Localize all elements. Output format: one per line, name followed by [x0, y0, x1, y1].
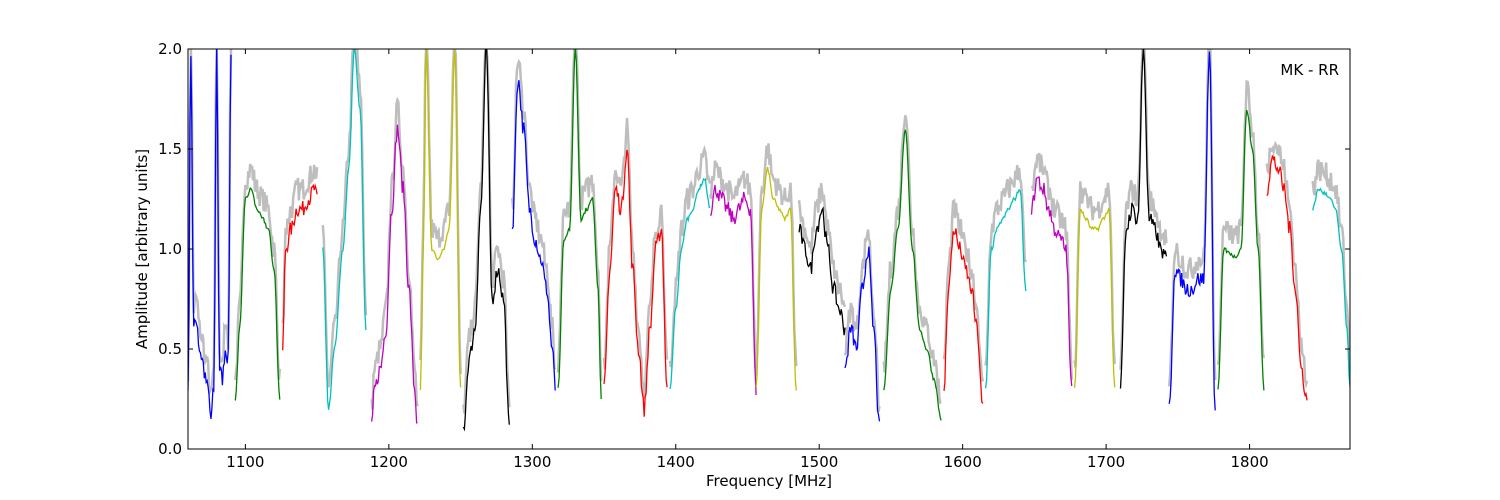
background-trace	[708, 160, 758, 371]
x-axis-label: Frequency [MHz]	[706, 472, 832, 490]
x-tick-label: 1400	[657, 453, 695, 471]
x-tick-label: 1700	[1087, 453, 1125, 471]
background-trace	[942, 198, 985, 382]
background-trace	[754, 143, 798, 376]
series-line	[1217, 109, 1265, 391]
x-axis: 1100 1200 1300 1400 1500 1600 1700 1800	[226, 49, 1269, 471]
series-line	[370, 124, 418, 424]
background-trace	[797, 183, 847, 308]
background-trace	[1073, 181, 1116, 368]
series-line	[883, 129, 942, 421]
x-tick-label: 1100	[226, 453, 264, 471]
background-trace	[984, 165, 1027, 366]
x-tick-label: 1500	[800, 453, 838, 471]
series-layer	[188, 49, 1350, 432]
series-line	[798, 206, 846, 336]
series-line	[1030, 176, 1073, 386]
series-line	[844, 246, 881, 422]
y-axis: 0.0 0.5 1.0 1.5 2.0	[158, 40, 1350, 458]
series-line	[984, 188, 1027, 389]
series-line	[282, 183, 318, 351]
series-line	[462, 49, 510, 432]
y-tick-label: 1.0	[158, 240, 182, 258]
series-line	[557, 49, 602, 400]
series-line	[1119, 49, 1168, 389]
series-line	[943, 228, 984, 404]
series-line	[1312, 187, 1350, 388]
x-tick-label: 1300	[513, 453, 551, 471]
background-trace	[1265, 140, 1309, 389]
background-trace	[1030, 152, 1073, 380]
series-line	[234, 186, 281, 401]
series-line	[709, 184, 757, 396]
background-trace	[882, 115, 942, 405]
background-trace	[1311, 159, 1350, 376]
x-tick-label: 1600	[944, 453, 982, 471]
y-axis-label: Amplitude [arbitrary units]	[133, 149, 151, 349]
x-tick-label: 1800	[1230, 453, 1268, 471]
background-trace	[668, 144, 712, 368]
y-tick-label: 0.0	[158, 440, 182, 458]
y-tick-label: 1.5	[158, 140, 182, 158]
series-line	[322, 49, 367, 410]
background-trace	[321, 49, 368, 388]
y-tick-label: 2.0	[158, 40, 182, 58]
chart-annotation: MK - RR	[1280, 61, 1339, 79]
series-line	[1168, 51, 1216, 411]
background-trace	[188, 49, 233, 396]
series-line	[511, 80, 556, 391]
series-line	[188, 49, 232, 419]
background-trace	[510, 58, 557, 371]
background-trace-layer	[188, 49, 1350, 414]
background-trace	[419, 49, 462, 374]
background-trace	[234, 163, 282, 381]
series-line	[1073, 208, 1116, 388]
x-tick-label: 1200	[370, 453, 408, 471]
background-trace	[281, 164, 319, 324]
plot-area	[188, 49, 1350, 432]
series-line	[755, 166, 797, 391]
series-line	[419, 49, 462, 391]
series-line	[669, 177, 711, 390]
series-line	[603, 149, 668, 417]
background-trace	[1119, 49, 1168, 370]
background-trace	[462, 49, 511, 414]
y-tick-label: 0.5	[158, 340, 182, 358]
background-trace	[843, 229, 881, 412]
series-line	[1266, 155, 1308, 401]
